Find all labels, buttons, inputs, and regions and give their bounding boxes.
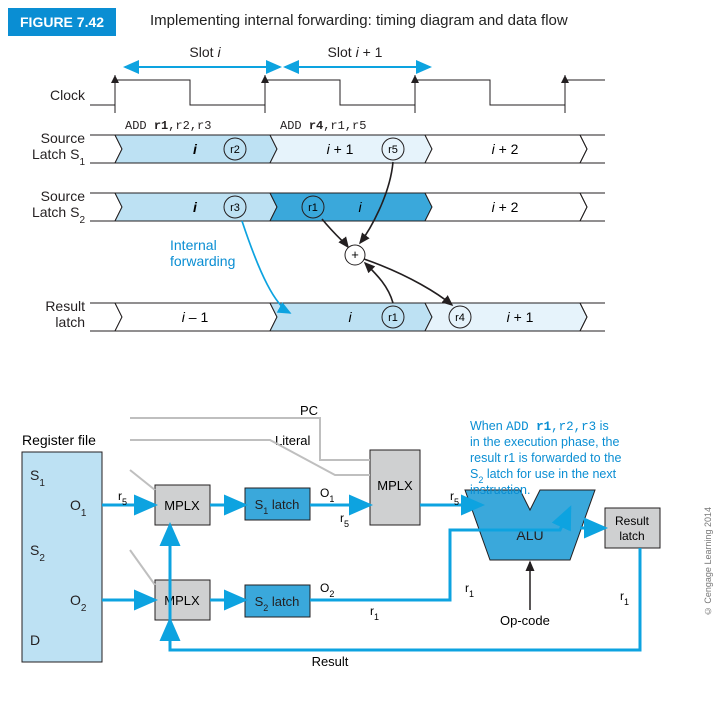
svg-text:O1: O1 xyxy=(320,486,334,504)
s1-row-label-1: Source xyxy=(41,130,86,146)
svg-text:O2: O2 xyxy=(320,581,334,599)
clock-row-label: Clock xyxy=(50,87,86,103)
svg-text:r5: r5 xyxy=(388,144,398,156)
svg-text:i + 1: i + 1 xyxy=(507,309,534,325)
svg-text:result r1 is forwarded to the: result r1 is forwarded to the xyxy=(470,451,622,465)
svg-text:in the execution phase, the: in the execution phase, the xyxy=(470,435,619,449)
s1-row-label-2: Latch S1 xyxy=(32,146,85,168)
svg-text:i + 2: i + 2 xyxy=(492,199,519,215)
result-label: Result xyxy=(312,654,349,669)
svg-text:r2: r2 xyxy=(230,144,240,156)
svg-text:r1: r1 xyxy=(370,604,379,622)
svg-text:i + 1: i + 1 xyxy=(327,141,354,157)
svg-text:latch: latch xyxy=(619,529,644,543)
svg-text:instruction.: instruction. xyxy=(470,483,530,497)
regfile-label: Register file xyxy=(22,432,96,448)
timing-diagram: Slot i Slot i + 1 Clock Source Latch S1 … xyxy=(32,44,605,331)
slot-i1-label: Slot i + 1 xyxy=(328,44,383,60)
svg-text:Result: Result xyxy=(615,514,650,528)
pc-label: PC xyxy=(300,403,318,418)
svg-text:MPLX: MPLX xyxy=(164,498,200,513)
s2-row-label-1: Source xyxy=(41,188,86,204)
forwarding-annotation: When ADD r1,r2,r3 is in the execution ph… xyxy=(470,419,622,497)
svg-text:D: D xyxy=(30,632,40,648)
datapath-diagram: Register file S1 O1 S2 O2 D MPLX MPLX S1… xyxy=(22,403,660,669)
svg-text:When ADD r1,r2,r3 is: When ADD r1,r2,r3 is xyxy=(470,419,609,434)
svg-text:r3: r3 xyxy=(230,202,240,214)
svg-text:r5: r5 xyxy=(340,511,349,529)
svg-text:r1: r1 xyxy=(620,589,629,607)
res-row-label-1: Result xyxy=(45,298,85,314)
res-row-label-2: latch xyxy=(55,314,85,330)
opcode-label: Op-code xyxy=(500,613,550,628)
alu xyxy=(465,490,595,560)
svg-text:i + 2: i + 2 xyxy=(492,141,519,157)
diagram-canvas: Slot i Slot i + 1 Clock Source Latch S1 … xyxy=(0,0,715,716)
instr1: ADD r1,r2,r3 xyxy=(125,119,211,133)
svg-text:r1: r1 xyxy=(308,202,318,214)
svg-text:i – 1: i – 1 xyxy=(182,309,209,325)
s2-row-label-2: Latch S2 xyxy=(32,204,85,226)
forwarding-label: Internal forwarding xyxy=(170,237,235,269)
svg-text:MPLX: MPLX xyxy=(377,478,413,493)
svg-text:r1: r1 xyxy=(465,581,474,599)
svg-text:r4: r4 xyxy=(455,312,465,324)
svg-text:r1: r1 xyxy=(388,312,398,324)
slot-i-label: Slot i xyxy=(189,44,221,60)
svg-text:+: + xyxy=(351,247,359,262)
instr2: ADD r4,r1,r5 xyxy=(280,119,366,133)
